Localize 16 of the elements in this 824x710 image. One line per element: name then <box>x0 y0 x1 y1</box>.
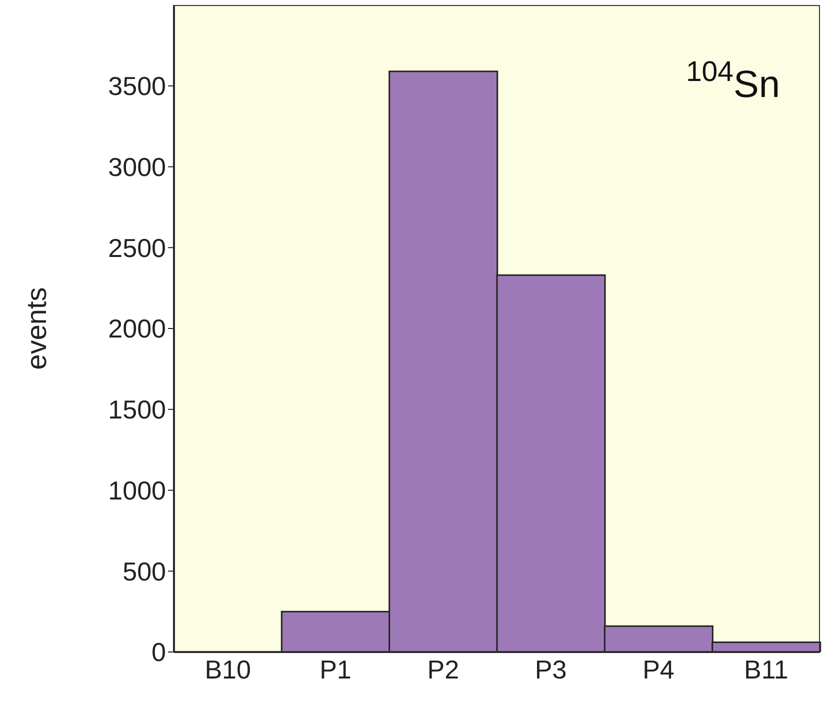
y-tick-label: 0 <box>152 637 166 668</box>
y-tick-label: 1500 <box>108 394 166 425</box>
y-tick-label: 1000 <box>108 475 166 506</box>
y-tick-label: 2500 <box>108 232 166 263</box>
y-tick-label: 500 <box>122 556 166 586</box>
x-tick-label: P1 <box>320 654 352 684</box>
y-tick-label: 2000 <box>108 314 166 344</box>
y-tick-label: 3000 <box>108 152 166 182</box>
y-tick-label: 3500 <box>108 71 166 102</box>
x-tick-label: P2 <box>427 654 460 684</box>
x-tick-label: P3 <box>534 654 567 684</box>
annotation: $^{104}$Sn <box>686 56 780 106</box>
y-axis-title: events <box>20 287 52 370</box>
x-tick-label: P4 <box>642 654 674 684</box>
x-tick-label: B11 <box>744 654 788 684</box>
x-tick-label: B10 <box>204 654 251 684</box>
